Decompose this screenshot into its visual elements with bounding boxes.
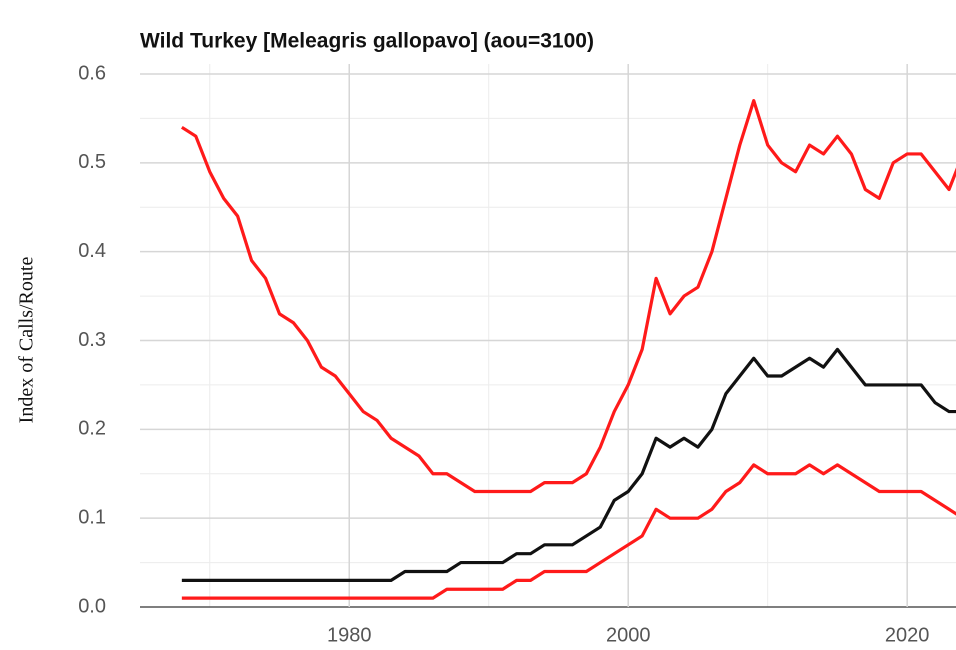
line-series	[180, 99, 956, 494]
y-tick-label: 0.6	[78, 62, 106, 84]
x-tick-label: 2000	[606, 624, 651, 646]
chart-title: Wild Turkey [Meleagris gallopavo] (aou=3…	[140, 30, 594, 53]
y-tick-label: 0.2	[78, 418, 106, 440]
x-tick-label: 1980	[327, 624, 372, 646]
y-axis-label: Index of Calls/Route	[16, 257, 38, 424]
x-tick-label: 2020	[885, 624, 930, 646]
line-series	[181, 347, 956, 582]
y-tick-label: 0.3	[78, 329, 106, 351]
y-tick-label: 0.0	[78, 595, 106, 617]
plot-lines	[180, 99, 956, 600]
y-tick-label: 0.1	[78, 506, 106, 528]
y-tick-label: 0.4	[78, 240, 106, 262]
line-series	[181, 463, 956, 600]
y-tick-label: 0.5	[78, 151, 106, 173]
